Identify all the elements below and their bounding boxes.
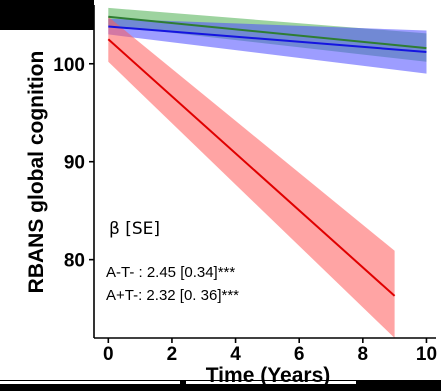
y-tick-label: 80 (64, 251, 85, 272)
bottom-strip (0, 380, 441, 391)
y-tick-label: 100 (53, 55, 85, 76)
x-axis-ticks: 0 2 4 6 8 10 (103, 338, 437, 365)
annotation-a-minus-t-minus: A-T- : 2.45 [0.34]*** (106, 264, 235, 281)
bottom-rule-right (186, 381, 356, 384)
x-tick-label: 0 (103, 344, 114, 365)
trend-line-0 (108, 15, 427, 50)
y-axis-title: RBANS global cognition (25, 51, 48, 294)
y-axis-ticks: 80 90 100 (53, 55, 94, 272)
annotation-a-plus-t-minus: A+T-: 2.32 [0. 36]*** (106, 287, 239, 304)
y-tick-label: 90 (64, 153, 85, 174)
x-tick-label: 6 (294, 344, 305, 365)
x-axis-title: Time (Years) (206, 364, 331, 387)
trend-line-1 (108, 25, 427, 53)
confidence-band-2 (108, 16, 395, 339)
annotation-beta-header: β [SE] (109, 219, 160, 239)
x-tick-label: 4 (230, 344, 241, 365)
x-tick-label: 2 (167, 344, 178, 365)
top-left-corner-mask (0, 0, 94, 30)
trend-line-2 (107, 38, 396, 297)
x-tick-label: 8 (358, 344, 369, 365)
x-tick-label: 10 (416, 344, 437, 365)
bottom-rule-left (0, 381, 180, 384)
trend-lines (107, 15, 427, 297)
